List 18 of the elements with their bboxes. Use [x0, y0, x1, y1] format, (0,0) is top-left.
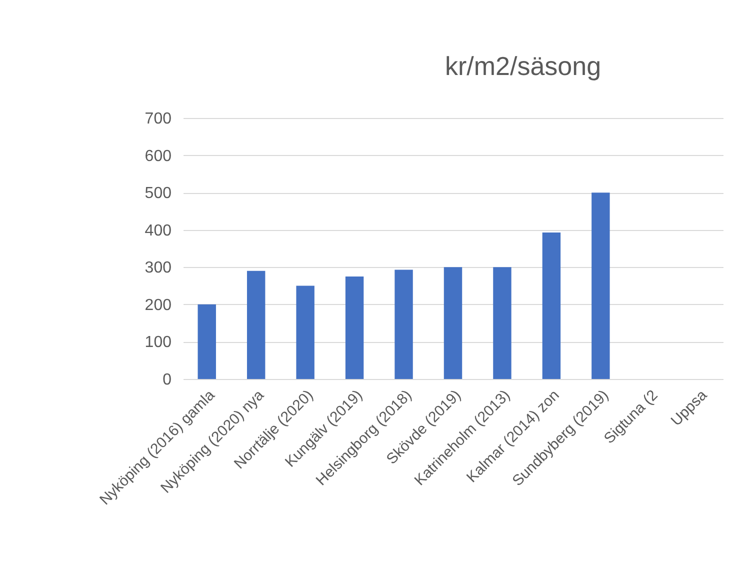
- y-tick-label: 600: [144, 148, 172, 165]
- y-tick-label: 0: [162, 372, 172, 388]
- bar: [444, 267, 462, 379]
- bar: [542, 232, 561, 379]
- y-tick-label: 300: [144, 260, 172, 277]
- bar: [345, 276, 364, 379]
- y-tick-label: 100: [144, 334, 172, 352]
- y-tick-label: 400: [144, 222, 172, 240]
- bar: [493, 267, 512, 379]
- y-tick-label: 200: [144, 296, 172, 314]
- y-tick-label: 500: [144, 185, 172, 202]
- bar: [296, 286, 314, 379]
- chart-title: kr/m2/säsong: [444, 51, 602, 81]
- bar: [394, 270, 413, 379]
- y-tick-label: 700: [144, 110, 172, 128]
- bar: [198, 304, 216, 379]
- bar: [592, 192, 610, 379]
- bar: [246, 270, 266, 379]
